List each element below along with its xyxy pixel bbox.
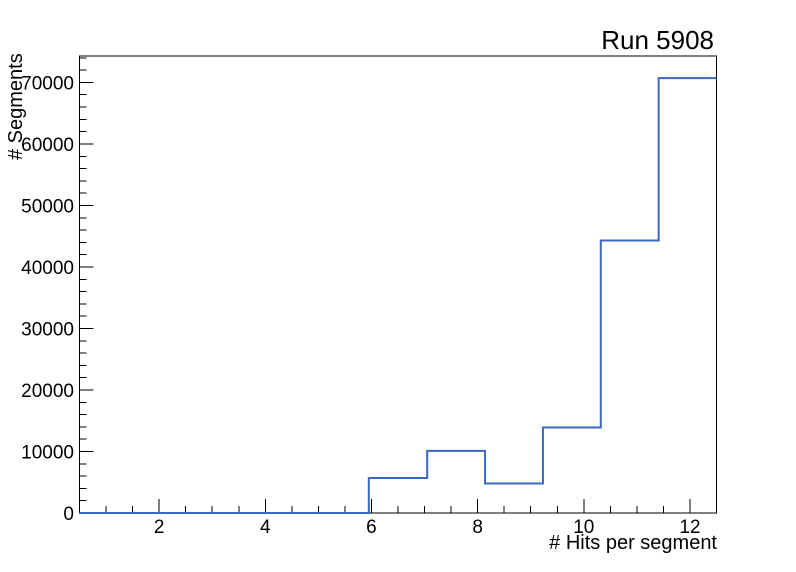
y-tick-label: 70000 (21, 73, 74, 94)
y-tick-label: 0 (63, 504, 74, 525)
x-tick-label: 6 (366, 517, 377, 538)
y-tick-label: 20000 (21, 381, 74, 402)
y-tick-label: 50000 (21, 196, 74, 217)
x-tick-label: 10 (573, 517, 594, 538)
y-tick-label: 30000 (21, 319, 74, 340)
x-tick-label: 8 (472, 517, 483, 538)
y-tick-label: 40000 (21, 258, 74, 279)
histogram-line (79, 77, 717, 514)
x-tick-label: 12 (679, 517, 700, 538)
x-tick-label: 4 (260, 517, 271, 538)
y-tick-label: 10000 (21, 442, 74, 463)
x-axis-title: # Hits per segment (549, 532, 717, 554)
plot-frame (79, 55, 717, 514)
chart-title: Run 5908 (601, 25, 714, 55)
y-axis-title: # Segments (5, 53, 27, 160)
x-tick-label: 2 (154, 517, 165, 538)
y-tick-label: 60000 (21, 135, 74, 156)
